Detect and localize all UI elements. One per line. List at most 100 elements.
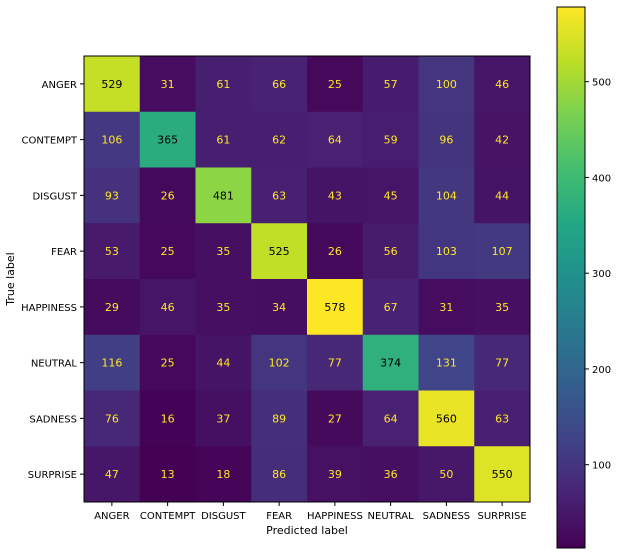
cell-value-label: 16	[161, 412, 175, 425]
cell-value-label: 63	[495, 412, 509, 425]
heatmap-cell	[251, 279, 308, 336]
cell-value-label: 374	[380, 357, 401, 370]
heatmap-cell	[362, 279, 419, 336]
cell-value-label: 13	[161, 468, 175, 481]
heatmap-cell	[362, 111, 419, 168]
cell-value-label: 26	[328, 245, 342, 258]
heatmap-cell	[474, 390, 531, 447]
heatmap-cell	[195, 279, 252, 336]
cell-value-label: 46	[161, 301, 175, 314]
x-tick-label: DISGUST	[201, 511, 246, 522]
heatmap-cell	[139, 167, 196, 224]
cell-value-label: 62	[272, 134, 286, 147]
cell-value-label: 107	[492, 245, 513, 258]
y-tick-label: HAPPINESS	[21, 303, 77, 314]
x-tick-label: CONTEMPT	[140, 511, 196, 522]
heatmap-cell	[474, 56, 531, 113]
cell-value-label: 31	[439, 301, 453, 314]
heatmap-cell	[474, 334, 531, 391]
cell-value-label: 31	[161, 78, 175, 91]
heatmap-cell-labels: 529 31 61 66 25 57 100 46 106 365 61 62 64 59 96 42 93 26…	[101, 78, 512, 481]
heatmap-cell	[418, 334, 475, 391]
heatmap-cell	[195, 446, 252, 503]
cell-value-label: 44	[495, 189, 509, 202]
heatmap-cell	[307, 279, 364, 336]
heatmap-cell	[139, 111, 196, 168]
cell-value-label: 66	[272, 78, 286, 91]
cell-value-label: 44	[216, 357, 230, 370]
cell-value-label: 43	[328, 189, 342, 202]
heatmap-cell	[362, 446, 419, 503]
heatmap-cell	[307, 390, 364, 447]
heatmap-cell	[195, 56, 252, 113]
cell-value-label: 67	[384, 301, 398, 314]
heatmap-cell	[251, 334, 308, 391]
cell-value-label: 131	[436, 357, 457, 370]
cell-value-label: 27	[328, 412, 342, 425]
cell-value-label: 34	[272, 301, 286, 314]
heatmap-cell	[251, 111, 308, 168]
colorbar-frame	[556, 6, 586, 549]
cell-value-label: 18	[216, 468, 230, 481]
colorbar-tick-label: 500	[592, 78, 611, 89]
y-tick-label: CONTEMPT	[21, 136, 77, 147]
cell-value-label: 25	[161, 245, 175, 258]
cell-value-label: 481	[213, 189, 234, 202]
heatmap-cell	[84, 56, 141, 113]
cell-value-label: 578	[324, 301, 345, 314]
cell-value-label: 560	[436, 412, 457, 425]
heatmap-cell	[362, 223, 419, 280]
cell-value-label: 63	[272, 189, 286, 202]
heatmap-cell	[307, 223, 364, 280]
cell-value-label: 37	[216, 412, 230, 425]
heatmap-cell	[418, 390, 475, 447]
colorbar-gradient	[557, 7, 585, 548]
x-tick-label: SURPRISE	[478, 511, 527, 522]
plot-frame	[83, 55, 531, 503]
heatmap-cell	[251, 223, 308, 280]
heatmap-cell	[474, 279, 531, 336]
heatmap-cell	[307, 334, 364, 391]
heatmap-cell	[251, 167, 308, 224]
colorbar-tick-label: 200	[592, 365, 611, 376]
cell-value-label: 77	[495, 357, 509, 370]
heatmap-cell	[195, 390, 252, 447]
heatmap-cell	[84, 446, 141, 503]
heatmap-cell	[307, 56, 364, 113]
cell-value-label: 59	[384, 134, 398, 147]
heatmap-cell	[418, 223, 475, 280]
cell-value-label: 39	[328, 468, 342, 481]
heatmap-cell	[418, 446, 475, 503]
x-tick-label: ANGER	[94, 511, 129, 522]
cell-value-label: 35	[216, 301, 230, 314]
heatmap-cell	[362, 334, 419, 391]
x-tick-label: FEAR	[266, 511, 292, 522]
heatmap-cell	[362, 56, 419, 113]
cell-value-label: 106	[101, 134, 122, 147]
heatmap-cell	[418, 56, 475, 113]
cell-value-label: 64	[328, 134, 342, 147]
heatmap-cell	[195, 167, 252, 224]
heatmap-cell	[251, 56, 308, 113]
heatmap-cell	[307, 446, 364, 503]
heatmap-cell	[84, 111, 141, 168]
heatmap-cell	[362, 390, 419, 447]
heatmap-cell	[139, 56, 196, 113]
cell-value-label: 103	[436, 245, 457, 258]
x-axis-title: Predicted label	[266, 524, 348, 537]
heatmap-cell	[139, 223, 196, 280]
cell-value-label: 25	[161, 357, 175, 370]
heatmap-cell	[251, 390, 308, 447]
cell-value-label: 93	[105, 189, 119, 202]
cell-value-label: 45	[384, 189, 398, 202]
colorbar-tick-label: 400	[592, 173, 611, 184]
cell-value-label: 25	[328, 78, 342, 91]
cell-value-label: 76	[105, 412, 119, 425]
heatmap-cell	[84, 167, 141, 224]
cell-value-label: 35	[495, 301, 509, 314]
cell-value-label: 57	[384, 78, 398, 91]
cell-value-label: 96	[439, 134, 453, 147]
cell-value-label: 56	[384, 245, 398, 258]
y-tick-label: DISGUST	[32, 191, 77, 202]
cell-value-label: 365	[157, 134, 178, 147]
